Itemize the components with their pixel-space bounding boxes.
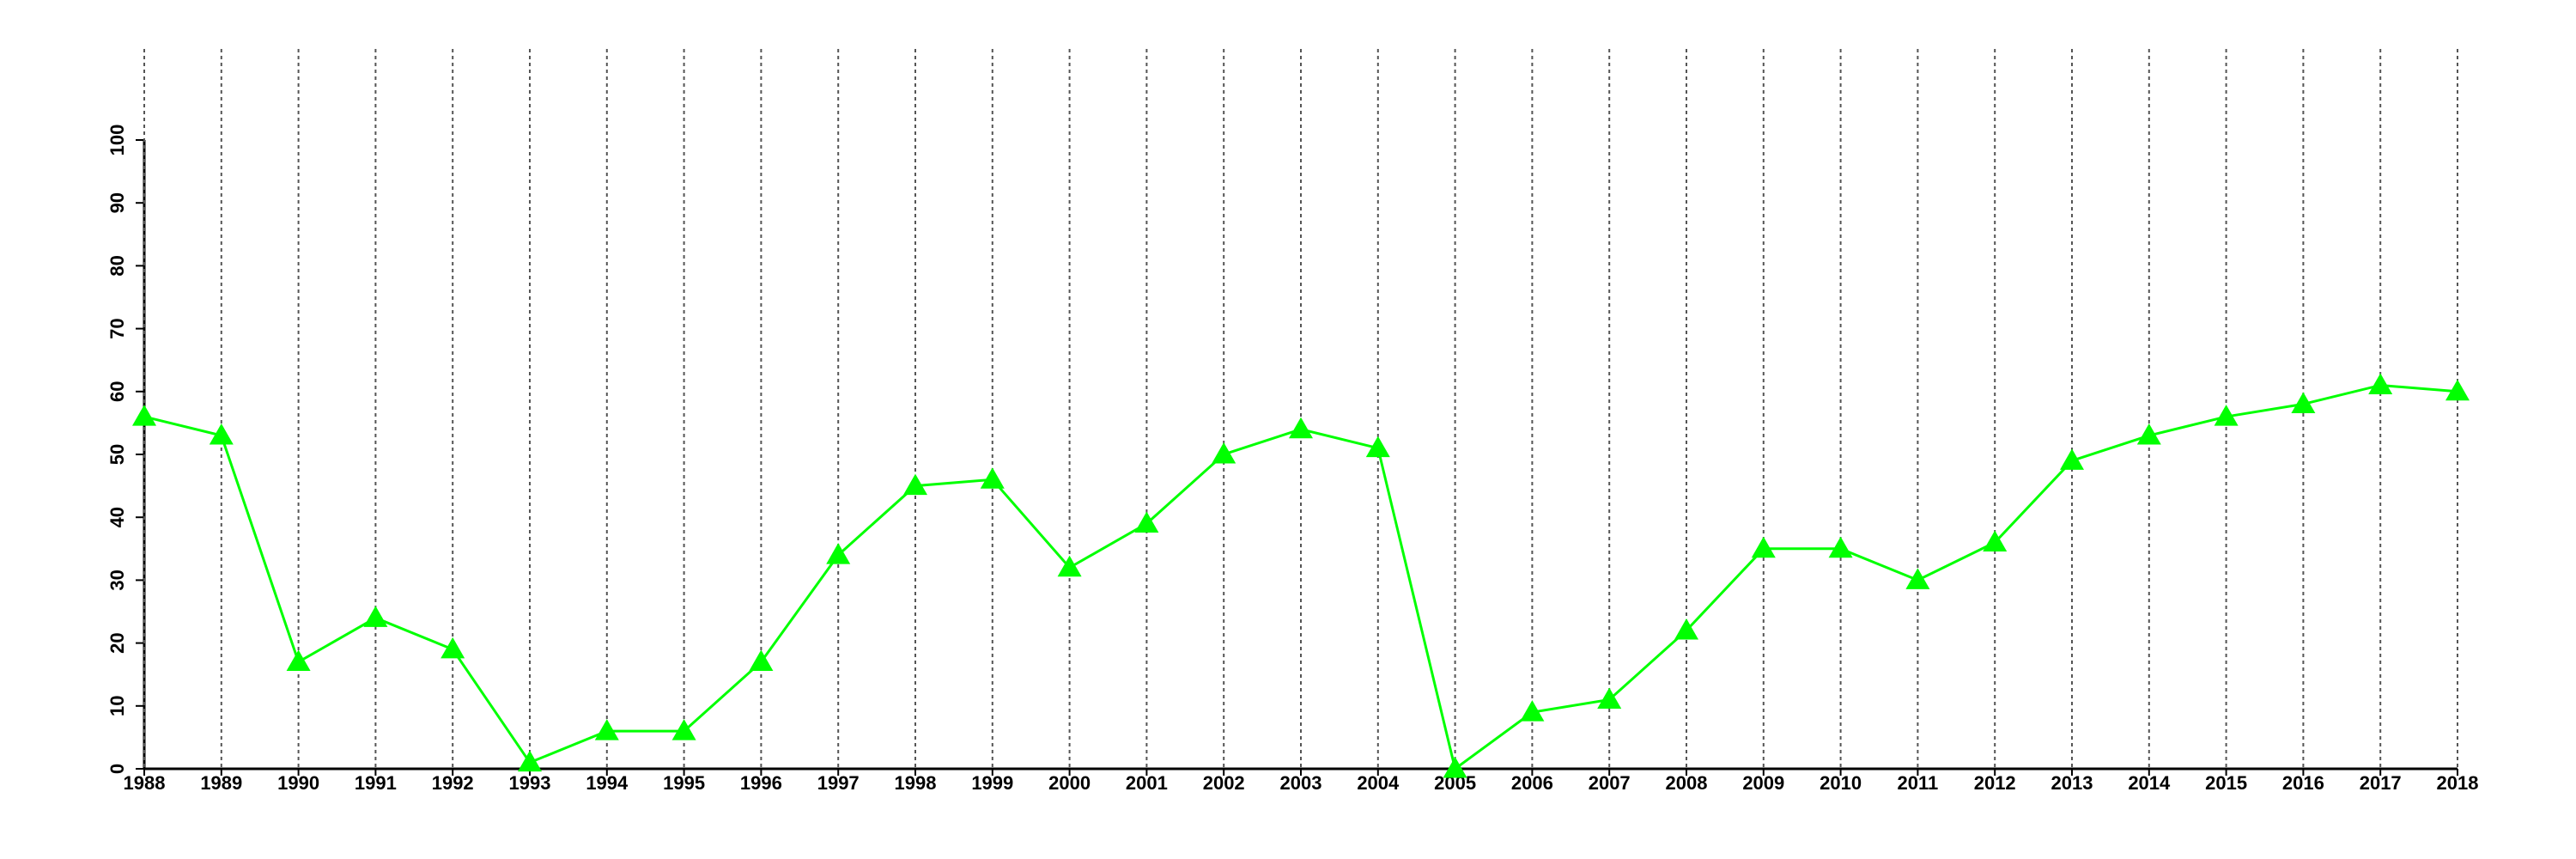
marker xyxy=(1134,511,1159,533)
x-tick-label: 2011 xyxy=(1898,772,1939,794)
marker xyxy=(209,423,234,445)
x-tick-label: 2006 xyxy=(1511,772,1553,794)
marker xyxy=(2060,448,2084,470)
marker xyxy=(2214,405,2239,426)
marker xyxy=(1443,757,1467,778)
x-tick-label: 1993 xyxy=(509,772,551,794)
marker xyxy=(749,649,774,672)
marker xyxy=(1212,442,1236,464)
x-tick-label: 1994 xyxy=(586,772,629,794)
y-tick-label: 10 xyxy=(106,696,128,716)
marker xyxy=(594,719,619,740)
x-tick-label: 1997 xyxy=(817,772,860,794)
y-tick-label: 30 xyxy=(106,570,128,590)
x-tick-label: 1996 xyxy=(740,772,782,794)
x-tick-label: 2014 xyxy=(2128,772,2171,794)
x-tick-label: 2004 xyxy=(1357,772,1400,794)
x-tick-label: 1999 xyxy=(971,772,1013,794)
marker xyxy=(980,467,1005,489)
y-tick-label: 70 xyxy=(106,318,128,338)
x-tick-label: 1988 xyxy=(124,772,166,794)
marker xyxy=(1674,618,1698,640)
marker xyxy=(1751,536,1776,558)
marker xyxy=(671,719,696,740)
x-tick-label: 2009 xyxy=(1742,772,1784,794)
y-tick-label: 100 xyxy=(106,125,128,156)
marker xyxy=(1289,417,1313,439)
y-tick-label: 60 xyxy=(106,381,128,402)
x-tick-label: 2016 xyxy=(2282,772,2324,794)
marker xyxy=(1983,530,2008,551)
marker xyxy=(1057,555,1082,577)
marker xyxy=(132,405,156,426)
marker xyxy=(1365,436,1390,458)
x-tick-label: 1998 xyxy=(895,772,937,794)
y-tick-label: 90 xyxy=(106,192,128,213)
x-tick-label: 2003 xyxy=(1280,772,1322,794)
marker xyxy=(2368,373,2393,394)
x-tick-label: 1995 xyxy=(663,772,705,794)
y-tick-label: 80 xyxy=(106,255,128,276)
x-tick-label: 1989 xyxy=(200,772,242,794)
x-tick-label: 2007 xyxy=(1589,772,1631,794)
marker xyxy=(440,637,465,659)
marker xyxy=(2445,379,2470,401)
x-tick-label: 1991 xyxy=(355,772,397,794)
x-tick-label: 1992 xyxy=(432,772,474,794)
y-tick-label: 50 xyxy=(106,444,128,465)
marker xyxy=(1828,536,1853,558)
x-tick-label: 2018 xyxy=(2437,772,2479,794)
x-tick-label: 2017 xyxy=(2360,772,2402,794)
marker xyxy=(2136,423,2161,445)
y-tick-label: 20 xyxy=(106,632,128,653)
y-tick-label: 40 xyxy=(106,507,128,527)
x-tick-label: 2008 xyxy=(1666,772,1708,794)
marker xyxy=(2291,392,2316,413)
x-tick-label: 2010 xyxy=(1820,772,1862,794)
x-tick-label: 2002 xyxy=(1203,772,1245,794)
marker xyxy=(363,606,388,627)
marker xyxy=(826,543,851,564)
marker xyxy=(903,473,927,496)
marker xyxy=(1905,568,1930,589)
marker xyxy=(1520,700,1545,722)
marker xyxy=(518,750,542,772)
x-tick-label: 2015 xyxy=(2205,772,2247,794)
x-tick-label: 1990 xyxy=(277,772,319,794)
y-tick-label: 0 xyxy=(106,764,128,774)
marker xyxy=(286,649,311,672)
x-tick-label: 2001 xyxy=(1126,772,1168,794)
x-tick-label: 2013 xyxy=(2051,772,2093,794)
x-tick-label: 2000 xyxy=(1048,772,1091,794)
marker xyxy=(1597,687,1622,709)
x-tick-label: 2012 xyxy=(1974,772,2016,794)
